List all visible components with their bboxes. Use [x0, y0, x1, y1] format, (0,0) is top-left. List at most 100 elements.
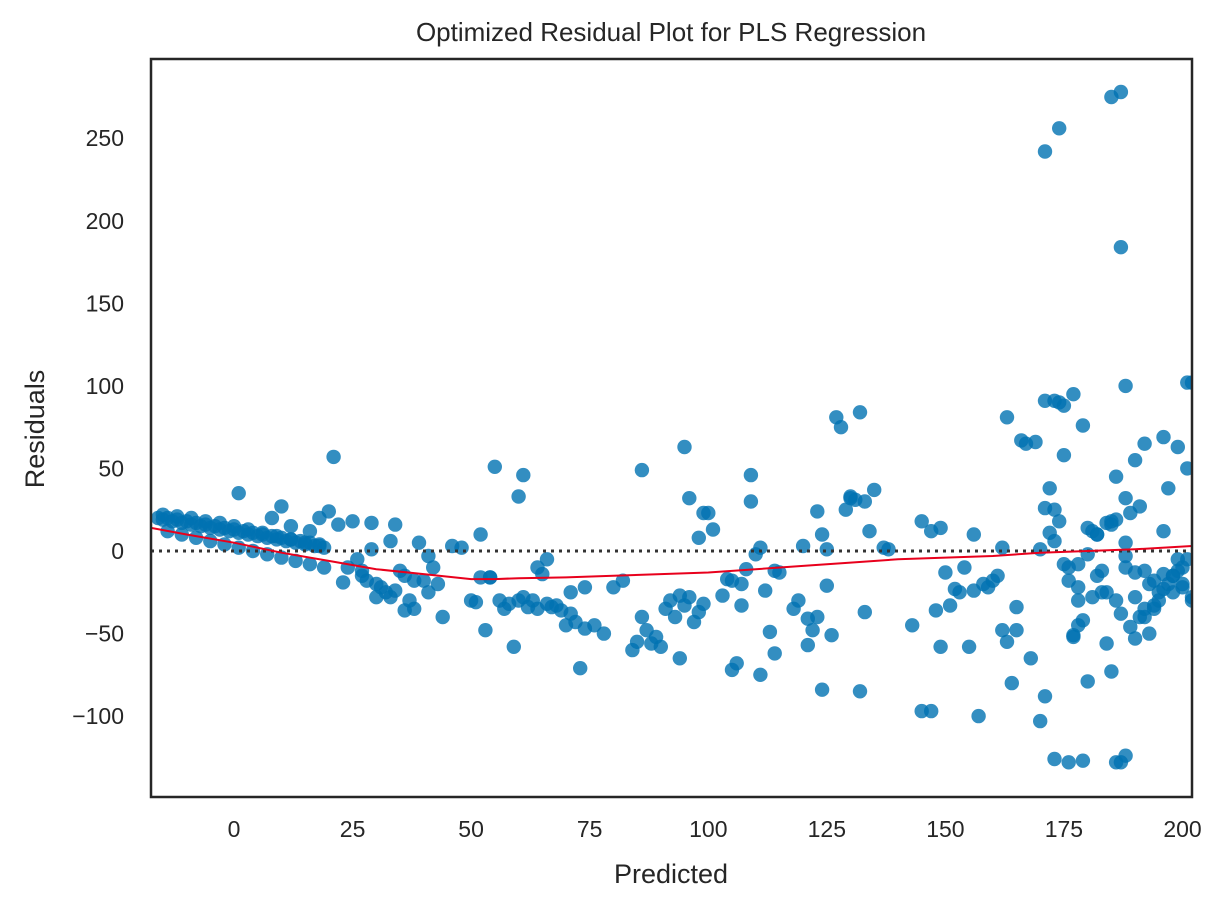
- scatter-point: [1033, 713, 1048, 729]
- scatter-point: [1028, 434, 1043, 450]
- scatter-point: [852, 405, 868, 420]
- scatter-point: [914, 514, 929, 529]
- scatter-point: [1066, 629, 1081, 645]
- scatter-point: [1094, 563, 1110, 578]
- scatter-point: [957, 560, 972, 575]
- scatter-point: [1014, 433, 1029, 448]
- scatter-point: [672, 651, 687, 666]
- scatter-point: [1151, 585, 1167, 600]
- scatter-point: [283, 532, 299, 547]
- scatter-point: [302, 557, 318, 572]
- y-tick-label: −100: [72, 703, 124, 729]
- scatter-point: [924, 703, 939, 719]
- scatter-point: [1080, 674, 1095, 689]
- scatter-point: [577, 580, 593, 595]
- scatter-point: [942, 598, 958, 613]
- scatter-point: [454, 540, 469, 555]
- scatter-point: [388, 517, 403, 532]
- scatter-point: [971, 708, 986, 724]
- scatter-point: [269, 528, 284, 544]
- scatter-point: [1137, 563, 1152, 578]
- scatter-point: [506, 639, 521, 654]
- scatter-point: [928, 603, 944, 618]
- scatter-point: [824, 628, 839, 643]
- scatter-point: [198, 514, 213, 529]
- scatter-point: [691, 530, 706, 545]
- scatter-point: [1061, 560, 1076, 575]
- scatter-point: [487, 459, 502, 474]
- scatter-point: [629, 634, 645, 649]
- scatter-point: [1118, 491, 1133, 506]
- scatter-point: [563, 585, 578, 600]
- scatter-point: [383, 533, 398, 549]
- scatter-point: [791, 593, 806, 608]
- scatter-point: [482, 570, 498, 585]
- y-tick-label: 200: [86, 208, 124, 234]
- scatter-point: [743, 494, 759, 509]
- scatter-point: [1061, 755, 1076, 770]
- scatter-point: [155, 507, 171, 522]
- scatter-point: [530, 560, 545, 575]
- scatter-point: [587, 618, 602, 633]
- scatter-point: [188, 530, 204, 545]
- scatter-point: [999, 410, 1015, 425]
- scatter-point: [961, 639, 977, 654]
- y-tick-label: 100: [86, 373, 124, 399]
- scatter-point: [1127, 590, 1143, 605]
- y-tick-label: 250: [86, 125, 124, 151]
- scatter-point: [397, 603, 412, 618]
- scatter-point: [511, 489, 526, 504]
- scatter-point: [843, 491, 858, 506]
- scatter-point: [696, 596, 711, 611]
- scatter-point: [539, 552, 555, 567]
- scatter-point: [1137, 436, 1152, 451]
- scatter-point: [805, 623, 820, 638]
- scatter-point: [388, 583, 403, 598]
- scatter-point: [672, 588, 687, 603]
- scatter-point: [615, 573, 631, 588]
- scatter-point: [1175, 580, 1190, 595]
- scatter-point: [1165, 568, 1181, 583]
- scatter-point: [767, 646, 782, 661]
- scatter-point: [1052, 514, 1067, 529]
- scatter-point: [274, 499, 289, 514]
- scatter-point: [810, 504, 825, 519]
- scatter-point: [1118, 560, 1133, 575]
- plot-area: [151, 84, 1192, 770]
- scatter-point: [430, 576, 446, 592]
- scatter-point: [297, 535, 313, 550]
- y-tick-label: 150: [86, 290, 124, 316]
- scatter-point: [924, 524, 939, 539]
- x-tick-label: 150: [926, 816, 964, 842]
- scatter-point: [1113, 606, 1129, 621]
- scatter-point: [743, 467, 759, 483]
- scatter-point: [1075, 613, 1091, 628]
- scatter-point: [1042, 481, 1057, 496]
- scatter-point: [833, 420, 849, 435]
- scatter-point: [1033, 542, 1048, 557]
- x-tick-label: 75: [577, 816, 603, 842]
- scatter-point: [1047, 502, 1062, 517]
- scatter-point: [1156, 429, 1171, 445]
- y-axis-ticks: −100 −50 0 50 100 150 200 250: [72, 125, 124, 729]
- scatter-point: [838, 502, 853, 517]
- x-tick-label: 175: [1045, 816, 1083, 842]
- x-tick-label: 100: [689, 816, 727, 842]
- scatter-point: [1099, 636, 1114, 651]
- scatter-point: [653, 639, 668, 654]
- scatter-point: [734, 598, 749, 613]
- scatter-point: [435, 609, 450, 625]
- scatter-point: [283, 519, 299, 534]
- scatter-point: [867, 482, 882, 498]
- x-axis-ticks: 0 25 50 75 100 125 150 175 200: [228, 816, 1202, 842]
- x-axis-label: Predicted: [614, 859, 728, 889]
- scatter-point: [1047, 393, 1062, 408]
- scatter-point: [169, 509, 185, 524]
- scatter-point: [1170, 552, 1186, 567]
- scatter-point: [516, 467, 531, 483]
- scatter-point: [905, 618, 920, 633]
- scatter-point: [819, 578, 834, 593]
- scatter-point: [995, 623, 1010, 638]
